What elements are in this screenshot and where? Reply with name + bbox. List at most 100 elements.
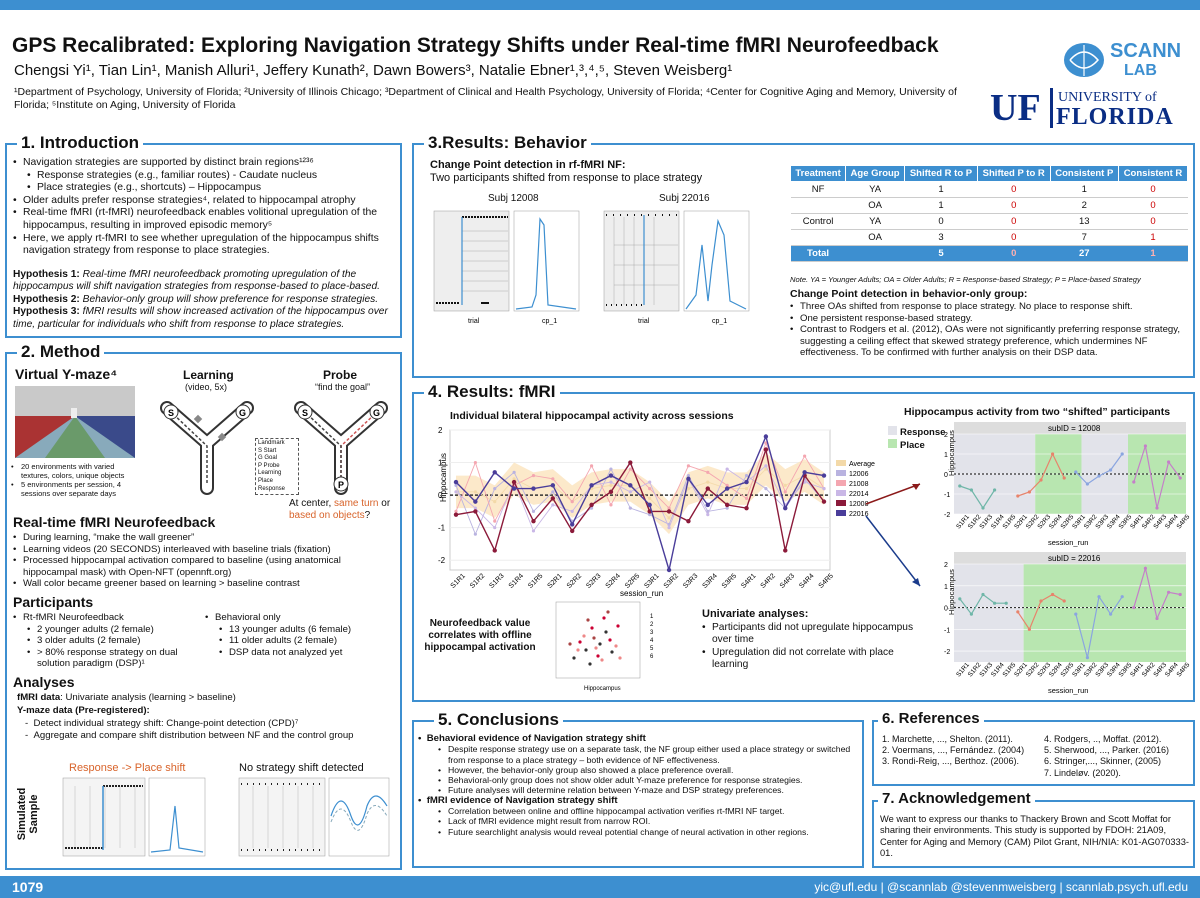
- subj2-label: Subj 22016: [659, 193, 710, 204]
- poster-title: GPS Recalibrated: Exploring Navigation S…: [12, 34, 939, 57]
- data-point: [1074, 470, 1078, 474]
- table-cell: [790, 197, 846, 214]
- svg-text:5: 5: [650, 646, 654, 652]
- data-point: [822, 487, 826, 491]
- data-point: [1085, 482, 1089, 486]
- y-tick-label: 1: [944, 452, 948, 459]
- legend-label: Response: [900, 427, 946, 438]
- poster-number: 1079: [12, 879, 44, 895]
- introduction-panel: 1. Introduction Navigation strategies ar…: [5, 133, 402, 338]
- ymaze-screenshot: [15, 386, 135, 458]
- table-cell: YA: [845, 181, 905, 198]
- svg-text:Hippocampus: Hippocampus: [584, 686, 621, 692]
- y-tick-label: 2: [438, 426, 443, 435]
- table-cell: 3: [904, 229, 978, 246]
- svg-text:trial: trial: [638, 318, 650, 325]
- contact-links[interactable]: yic@ufl.edu | @scannlab @stevenmweisberg…: [814, 880, 1188, 894]
- data-point: [1132, 480, 1136, 484]
- table-header: Shifted P to R: [976, 165, 1051, 182]
- y-tick-label: 1: [438, 459, 443, 468]
- list-item: Sherwood, ..., Parker. (2016): [1054, 745, 1194, 756]
- table-cell: 0: [977, 213, 1051, 230]
- data-point: [821, 473, 827, 478]
- list-item: Behavioral only: [203, 612, 393, 624]
- data-point: [802, 470, 807, 475]
- x-axis-label: session_run: [620, 589, 663, 598]
- series-line: [959, 485, 996, 510]
- data-point: [803, 454, 807, 458]
- data-point: [1155, 506, 1159, 510]
- data-point: [686, 487, 691, 491]
- legend-item: P Probe: [258, 462, 280, 469]
- table-cell: OA: [845, 229, 905, 246]
- data-point: [628, 467, 632, 471]
- svg-text:cp_1: cp_1: [542, 318, 557, 325]
- list-item: Marchette, ..., Shelton. (2011).: [892, 734, 1032, 745]
- uf-divider: [1050, 88, 1053, 128]
- x-tick-label: S2R1: [546, 572, 563, 589]
- table-cell: 0: [1118, 181, 1188, 198]
- data-point: [958, 484, 962, 488]
- legend-label: 12006: [849, 471, 869, 478]
- data-point: [628, 483, 633, 488]
- svg-text:4: 4: [650, 638, 654, 644]
- data-point: [570, 509, 574, 513]
- data-point: [473, 460, 477, 465]
- legend-label: Average: [849, 461, 875, 468]
- legend-label: Place: [900, 440, 925, 451]
- data-point: [1085, 656, 1089, 660]
- fmri-analysis: fMRI data: Univariate analysis (learning…: [17, 692, 236, 703]
- facet-strip: [954, 422, 1186, 434]
- table-cell: 1: [904, 197, 978, 214]
- cp2-title: Change Point detection in behavior-only …: [790, 288, 1028, 300]
- y-tick-label: -2: [438, 556, 446, 565]
- sim-right-title: No strategy shift detected: [239, 762, 364, 774]
- hypothesis-1: Hypothesis 1: Real-time fMRI neurofeedba…: [13, 269, 398, 294]
- data-point: [531, 518, 536, 524]
- table-cell: OA: [845, 197, 905, 214]
- references-right: Rodgers, .., Moffat. (2012). Sherwood, .…: [1054, 734, 1194, 779]
- x-tick-label: S2R3: [585, 572, 602, 589]
- legend-item: Landmark: [258, 440, 285, 446]
- sim-left-plot: [62, 777, 206, 857]
- data-point: [783, 548, 788, 553]
- x-tick-label: S4R4: [798, 572, 815, 589]
- table-cell: YA: [845, 213, 905, 230]
- list-item: Lack of fMRI evidence might result from …: [436, 816, 862, 827]
- subj2-cp-plot: trial cp_1: [603, 210, 750, 325]
- maze-legend: Landmark S Start G Goal P Probe Learning…: [255, 438, 299, 496]
- list-item: - Detect individual strategy shift: Chan…: [25, 718, 299, 729]
- list-item: DSP data not analyzed yet: [203, 647, 393, 659]
- data-point: [648, 496, 652, 500]
- table-cell: 27: [1050, 245, 1119, 262]
- svg-text:G: G: [239, 408, 246, 418]
- x-tick-label: S4R5: [1176, 661, 1192, 678]
- svg-text:cp_1: cp_1: [712, 318, 727, 325]
- uf-monogram: UF: [990, 87, 1041, 129]
- y-axis-label: Hippocampus: [947, 430, 956, 476]
- data-point: [763, 434, 769, 439]
- analyses-title: Analyses: [13, 674, 75, 690]
- table-header: Consistent P: [1049, 165, 1119, 182]
- conclusions-panel: 5. Conclusions • Behavioral evidence of …: [412, 710, 864, 868]
- subject-22016-chart: subID = 22016-2-1012S1R1S1R2S1R3S1R4S1R5…: [944, 552, 1192, 695]
- list-item: Voermans, ..., Fernández. (2004): [892, 745, 1032, 756]
- legend-item: Learning: [258, 470, 282, 477]
- data-point: [667, 526, 671, 530]
- legend-swatch: [836, 480, 846, 486]
- conclusion-group-1: • Behavioral evidence of Navigation stra…: [418, 733, 862, 837]
- brain-icon: [1064, 43, 1104, 77]
- table-cell: 5: [904, 245, 978, 262]
- data-point: [570, 528, 575, 534]
- svg-text:G: G: [373, 408, 380, 418]
- data-point: [744, 496, 749, 500]
- data-point: [1109, 468, 1113, 472]
- list-item: Behavioral-only group does not show olde…: [436, 775, 862, 786]
- list-item: Contrast to Rodgers et al. (2012), OAs w…: [788, 324, 1190, 359]
- cp-subtitle: Two participants shifted from response t…: [430, 172, 703, 184]
- data-point: [570, 522, 575, 527]
- uf-florida: FLORIDA: [1056, 104, 1174, 130]
- data-point: [493, 500, 497, 504]
- list-item: 2 younger adults (2 female): [11, 624, 206, 636]
- legend-item: S Start: [258, 447, 277, 454]
